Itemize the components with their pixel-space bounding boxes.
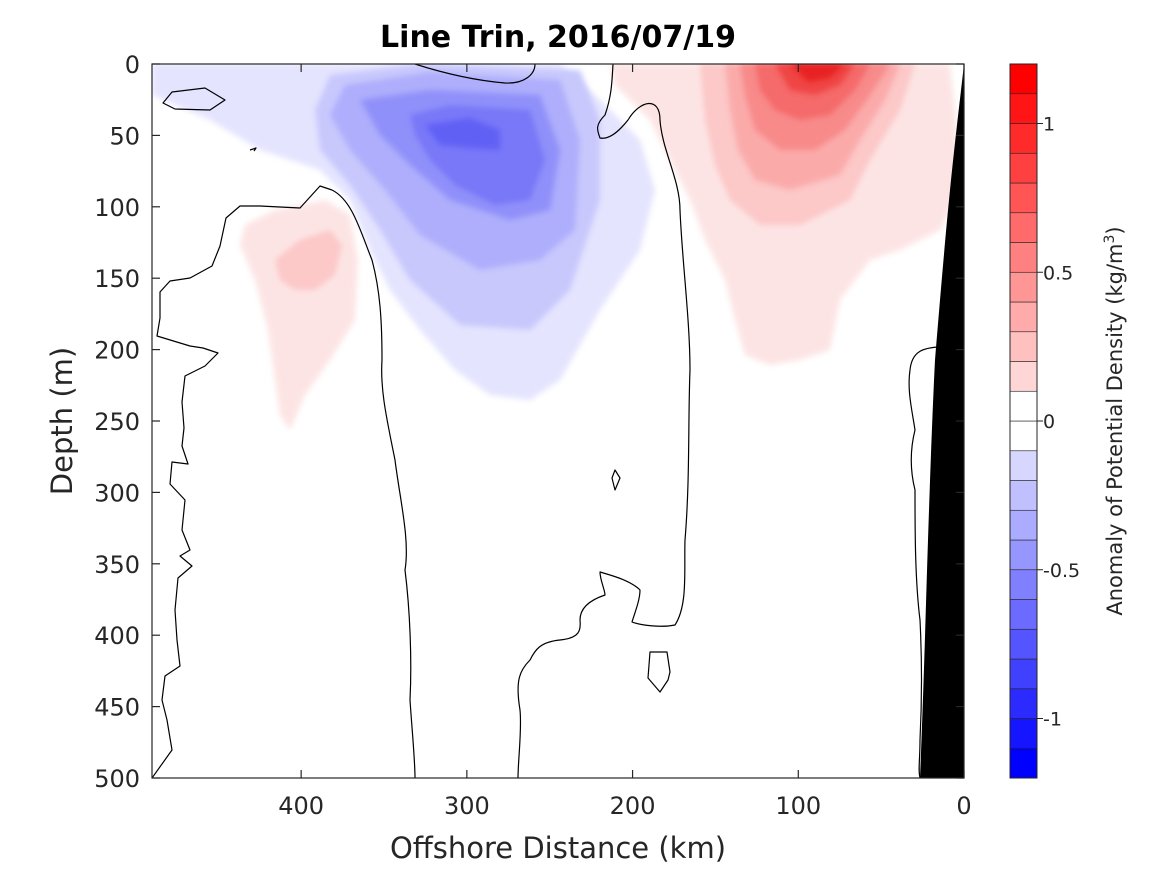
y-tick-label: 50 [109, 122, 140, 150]
colorbar-band [1009, 301, 1038, 333]
colorbar-band [1009, 688, 1038, 719]
negative-anomaly [152, 64, 655, 400]
x-axis-ticks [300, 64, 965, 778]
colorbar-band [1009, 569, 1038, 600]
colorbar-band [1009, 480, 1038, 511]
colorbar-tick-label: -1 [1043, 709, 1062, 731]
x-axis-tick-labels: 400 300 200 100 0 [278, 792, 971, 820]
colorbar-band [1009, 390, 1038, 422]
x-tick-label: 300 [444, 792, 490, 820]
colorbar-band [1009, 182, 1038, 214]
colorbar-band [1009, 628, 1038, 660]
positive-anomaly-offshore [240, 200, 358, 430]
colorbar-band [1009, 212, 1038, 243]
y-tick-label: 450 [94, 694, 140, 722]
y-tick-label: 500 [94, 765, 140, 793]
y-axis-ticks [152, 63, 964, 779]
colorbar-band [1009, 93, 1038, 124]
y-tick-label: 400 [94, 622, 140, 650]
x-tick-label: 100 [775, 792, 821, 820]
colorbar-band [1009, 450, 1038, 481]
y-tick-label: 300 [94, 479, 140, 507]
colorbar-band [1009, 123, 1038, 154]
bathymetry-shelf [920, 64, 964, 778]
x-tick-label: 400 [278, 792, 324, 820]
contour-field [152, 64, 960, 778]
colorbar-tick-label: 0.5 [1043, 262, 1073, 284]
x-tick-label: 0 [956, 792, 971, 820]
colorbar-band [1009, 152, 1038, 184]
positive-anomaly-main [610, 64, 960, 365]
colorbar-label-close: ) [1103, 226, 1127, 234]
y-axis-label: Depth (m) [45, 347, 79, 495]
y-tick-label: 0 [125, 51, 140, 79]
colorbar-tick-labels: 1 0.5 0 -0.5 -1 [1043, 114, 1080, 731]
colorbar-band [1009, 361, 1038, 392]
colorbar-band [1009, 242, 1038, 273]
colorbar-label-superscript: 3 [1102, 235, 1118, 244]
y-tick-label: 100 [94, 194, 140, 222]
colorbar-band [1009, 63, 1038, 95]
y-tick-label: 250 [94, 408, 140, 436]
colorbar-band [1009, 420, 1038, 452]
y-tick-label: 150 [94, 265, 140, 293]
colorbar-tick-label: 1 [1043, 114, 1055, 136]
y-tick-label: 200 [94, 337, 140, 365]
colorbar-band [1009, 599, 1038, 630]
colorbar [1009, 63, 1038, 779]
colorbar-tick-label: 0 [1043, 411, 1055, 433]
colorbar-band [1009, 331, 1038, 362]
colorbar-band [1009, 271, 1038, 303]
colorbar-band [1009, 539, 1038, 571]
colorbar-label-main: Anomaly of Potential Density (kg/m [1103, 244, 1127, 616]
colorbar-ticks [1037, 123, 1043, 719]
colorbar-label: Anomaly of Potential Density (kg/m3) [1102, 226, 1127, 615]
chart-title: Line Trin, 2016/07/19 [380, 20, 736, 55]
colorbar-band [1009, 718, 1038, 749]
x-tick-label: 200 [610, 792, 656, 820]
colorbar-band [1009, 509, 1038, 541]
zero-contours [152, 64, 939, 778]
colorbar-tick-label: -0.5 [1043, 560, 1080, 582]
y-tick-label: 350 [94, 551, 140, 579]
y-axis-tick-labels: 0 50 100 150 200 250 300 350 400 450 500 [94, 51, 140, 793]
colorbar-band [1009, 747, 1038, 779]
x-axis-label: Offshore Distance (km) [390, 831, 726, 865]
colorbar-band [1009, 658, 1038, 690]
